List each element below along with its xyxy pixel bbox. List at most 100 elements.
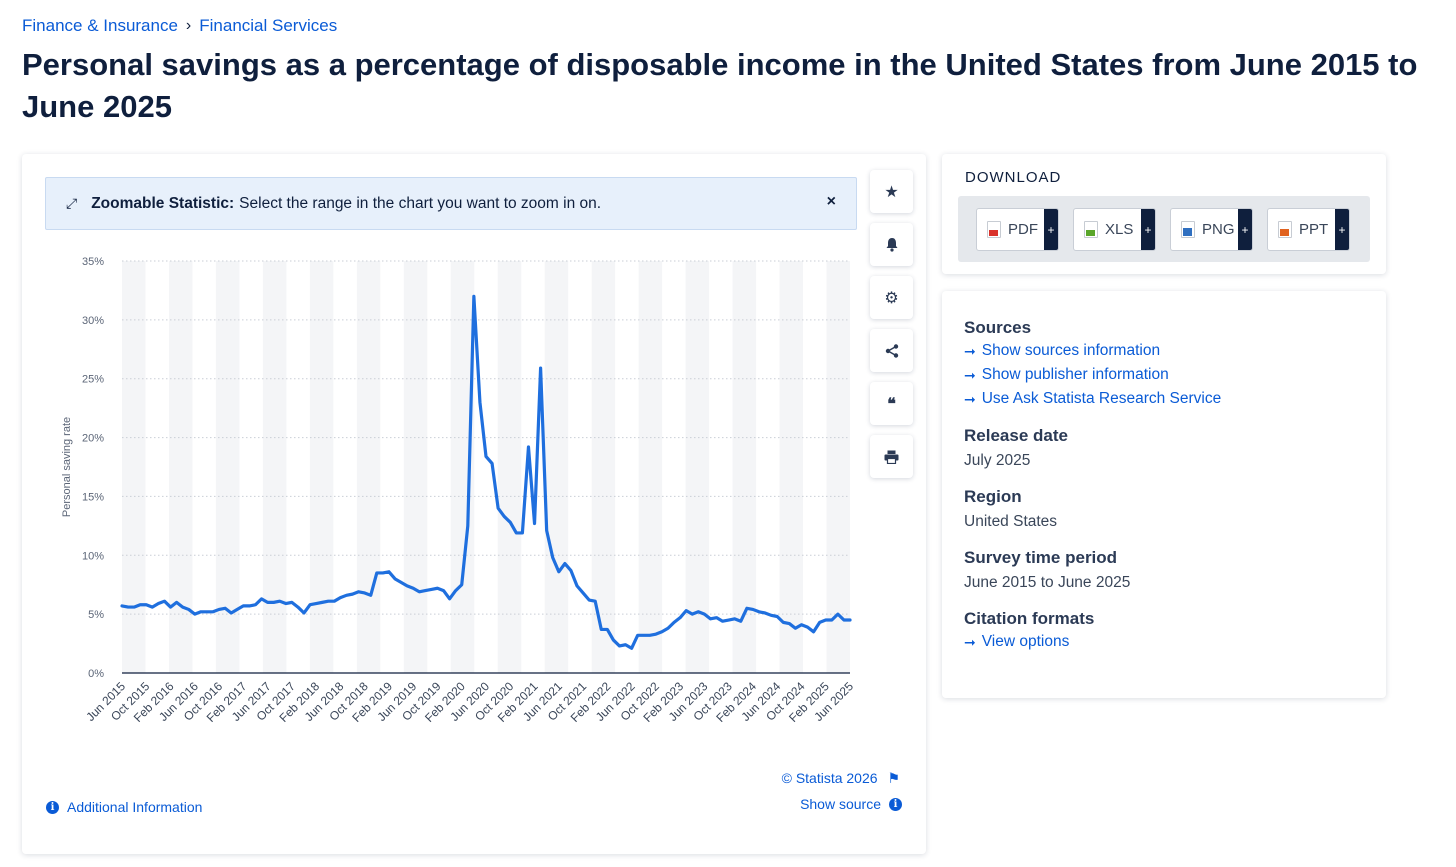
data-point bbox=[599, 627, 603, 631]
x-band bbox=[122, 261, 146, 673]
print-button[interactable] bbox=[870, 435, 913, 478]
x-band bbox=[544, 261, 569, 673]
arrow-right-icon: ➞ bbox=[964, 367, 976, 383]
series-line bbox=[120, 294, 852, 650]
data-point bbox=[812, 630, 816, 634]
y-axis-label: Personal saving rate bbox=[61, 417, 73, 517]
view-options-link[interactable]: ➞ View options bbox=[964, 630, 1364, 654]
statista-credit[interactable]: © Statista 2026 ⚑ bbox=[782, 770, 900, 787]
settings-button[interactable]: ⚙ bbox=[870, 276, 913, 319]
data-point bbox=[290, 600, 294, 604]
data-point bbox=[175, 600, 179, 604]
data-point bbox=[193, 612, 197, 616]
x-band bbox=[779, 261, 804, 673]
data-point bbox=[278, 599, 282, 603]
data-point bbox=[630, 646, 634, 650]
download-pdf-label: PDF bbox=[1008, 221, 1038, 238]
data-point bbox=[169, 605, 173, 609]
x-band bbox=[591, 261, 616, 673]
line-chart[interactable]: 0% 5% 10% 15% 20% 25% 30% 35% Personal saving ra… bbox=[22, 154, 926, 794]
data-point bbox=[799, 623, 803, 627]
data-point bbox=[369, 593, 373, 597]
show-publisher-link[interactable]: ➞ Show publisher information bbox=[964, 363, 1364, 387]
notification-button[interactable] bbox=[870, 223, 913, 266]
y-tick-label: 15% bbox=[82, 491, 104, 503]
y-tick-label: 0% bbox=[88, 668, 104, 680]
download-title: DOWNLOAD bbox=[965, 169, 1062, 186]
data-point bbox=[120, 604, 124, 608]
view-options-label: View options bbox=[981, 633, 1070, 650]
data-point bbox=[187, 607, 191, 611]
download-png-button[interactable]: PNG + bbox=[1170, 208, 1253, 251]
data-point bbox=[654, 632, 658, 636]
show-sources-link[interactable]: ➞ Show sources information bbox=[964, 339, 1364, 363]
close-icon[interactable]: × bbox=[826, 193, 836, 210]
y-tick-label: 10% bbox=[82, 550, 104, 562]
download-ppt-label: PPT bbox=[1299, 221, 1329, 238]
data-point bbox=[533, 522, 537, 526]
breadcrumb: Finance & Insurance › Financial Services bbox=[22, 16, 337, 36]
data-point bbox=[332, 599, 336, 603]
data-point bbox=[344, 593, 348, 597]
breadcrumb-finance-link[interactable]: Finance & Insurance bbox=[22, 16, 178, 35]
download-pdf-button[interactable]: PDF + bbox=[976, 208, 1059, 251]
share-button[interactable] bbox=[870, 329, 913, 372]
arrow-right-icon: ➞ bbox=[964, 343, 976, 359]
release-date-value: July 2025 bbox=[964, 452, 1031, 469]
data-point bbox=[442, 589, 446, 593]
download-ppt-button[interactable]: PPT + bbox=[1267, 208, 1350, 251]
info-icon: i bbox=[889, 797, 902, 811]
additional-information-label: Additional Information bbox=[67, 799, 203, 815]
data-point bbox=[830, 618, 834, 622]
data-point bbox=[793, 626, 797, 630]
data-point bbox=[672, 620, 676, 624]
cite-button[interactable]: ❝ bbox=[870, 382, 913, 425]
data-point bbox=[235, 607, 239, 611]
breadcrumb-financial-services-link[interactable]: Financial Services bbox=[199, 16, 338, 35]
favorite-button[interactable]: ★ bbox=[870, 170, 913, 213]
download-xls-button[interactable]: XLS + bbox=[1073, 208, 1156, 251]
data-point bbox=[824, 618, 828, 622]
print-icon bbox=[884, 450, 899, 464]
data-point bbox=[405, 584, 409, 588]
ask-statista-link[interactable]: ➞ Use Ask Statista Research Service bbox=[964, 387, 1364, 411]
data-point bbox=[314, 602, 318, 606]
data-point bbox=[435, 586, 439, 590]
data-point bbox=[205, 610, 209, 614]
data-point bbox=[260, 597, 264, 601]
gear-icon: ⚙ bbox=[884, 289, 899, 307]
info-icon: i bbox=[46, 800, 59, 814]
data-point bbox=[563, 562, 567, 566]
data-point bbox=[429, 587, 433, 591]
data-point bbox=[587, 598, 591, 602]
data-point bbox=[320, 600, 324, 604]
ask-statista-label: Use Ask Statista Research Service bbox=[981, 390, 1222, 407]
data-point bbox=[624, 643, 628, 647]
additional-information-link[interactable]: i Additional Information bbox=[46, 799, 202, 815]
data-point bbox=[781, 620, 785, 624]
zoom-banner: ⤢ Zoomable Statistic: Select the range i… bbox=[45, 177, 857, 230]
show-source-link[interactable]: Show source i bbox=[800, 796, 902, 812]
expand-arrows-icon: ⤢ bbox=[66, 195, 78, 211]
data-point bbox=[557, 570, 561, 574]
data-point bbox=[351, 592, 355, 596]
data-point bbox=[411, 586, 415, 590]
data-point bbox=[593, 599, 597, 603]
x-band bbox=[356, 261, 381, 673]
data-point bbox=[836, 612, 840, 616]
data-point bbox=[751, 607, 755, 611]
show-publisher-label: Show publisher information bbox=[981, 366, 1169, 383]
data-point bbox=[739, 619, 743, 623]
data-point bbox=[162, 599, 166, 603]
region-value: United States bbox=[964, 513, 1058, 530]
data-point bbox=[150, 605, 154, 609]
y-tick-label: 35% bbox=[82, 256, 104, 268]
data-point bbox=[617, 644, 621, 648]
arrow-right-icon: ➞ bbox=[964, 634, 976, 650]
data-point bbox=[326, 599, 330, 603]
x-band bbox=[309, 261, 334, 673]
region-heading: Region bbox=[964, 487, 1022, 506]
data-point bbox=[545, 529, 549, 533]
data-point bbox=[787, 622, 791, 626]
data-point bbox=[296, 605, 300, 609]
